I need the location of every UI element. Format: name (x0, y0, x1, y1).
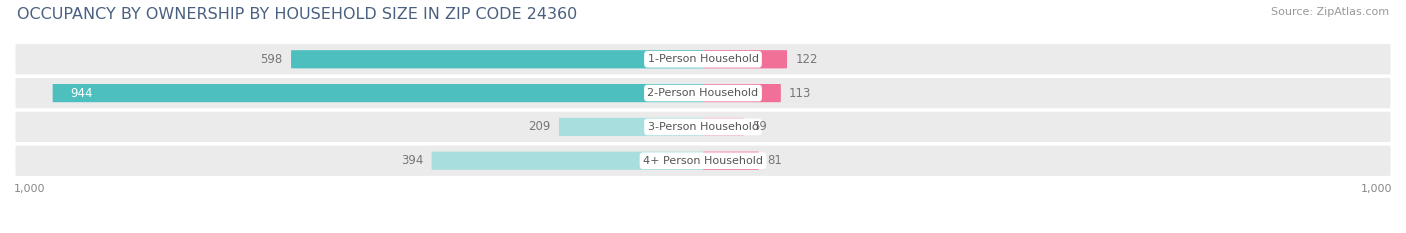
FancyBboxPatch shape (15, 78, 1391, 108)
Text: 4+ Person Household: 4+ Person Household (643, 156, 763, 166)
FancyBboxPatch shape (703, 152, 759, 170)
Text: 1,000: 1,000 (1361, 184, 1392, 194)
FancyBboxPatch shape (52, 84, 703, 102)
Text: 59: 59 (752, 120, 766, 134)
Text: 394: 394 (401, 154, 423, 167)
FancyBboxPatch shape (560, 118, 703, 136)
Text: OCCUPANCY BY OWNERSHIP BY HOUSEHOLD SIZE IN ZIP CODE 24360: OCCUPANCY BY OWNERSHIP BY HOUSEHOLD SIZE… (17, 7, 576, 22)
Text: 122: 122 (796, 53, 818, 66)
Text: 944: 944 (70, 87, 93, 99)
Text: 598: 598 (260, 53, 283, 66)
Text: 81: 81 (768, 154, 782, 167)
FancyBboxPatch shape (15, 112, 1391, 142)
FancyBboxPatch shape (703, 118, 744, 136)
FancyBboxPatch shape (15, 146, 1391, 176)
FancyBboxPatch shape (15, 44, 1391, 75)
FancyBboxPatch shape (703, 50, 787, 68)
FancyBboxPatch shape (703, 84, 780, 102)
FancyBboxPatch shape (291, 50, 703, 68)
Text: 3-Person Household: 3-Person Household (648, 122, 758, 132)
Text: 1,000: 1,000 (14, 184, 45, 194)
FancyBboxPatch shape (432, 152, 703, 170)
Text: 113: 113 (789, 87, 811, 99)
Text: 2-Person Household: 2-Person Household (647, 88, 759, 98)
Text: 1-Person Household: 1-Person Household (648, 54, 758, 64)
Text: 209: 209 (529, 120, 551, 134)
Text: Source: ZipAtlas.com: Source: ZipAtlas.com (1271, 7, 1389, 17)
